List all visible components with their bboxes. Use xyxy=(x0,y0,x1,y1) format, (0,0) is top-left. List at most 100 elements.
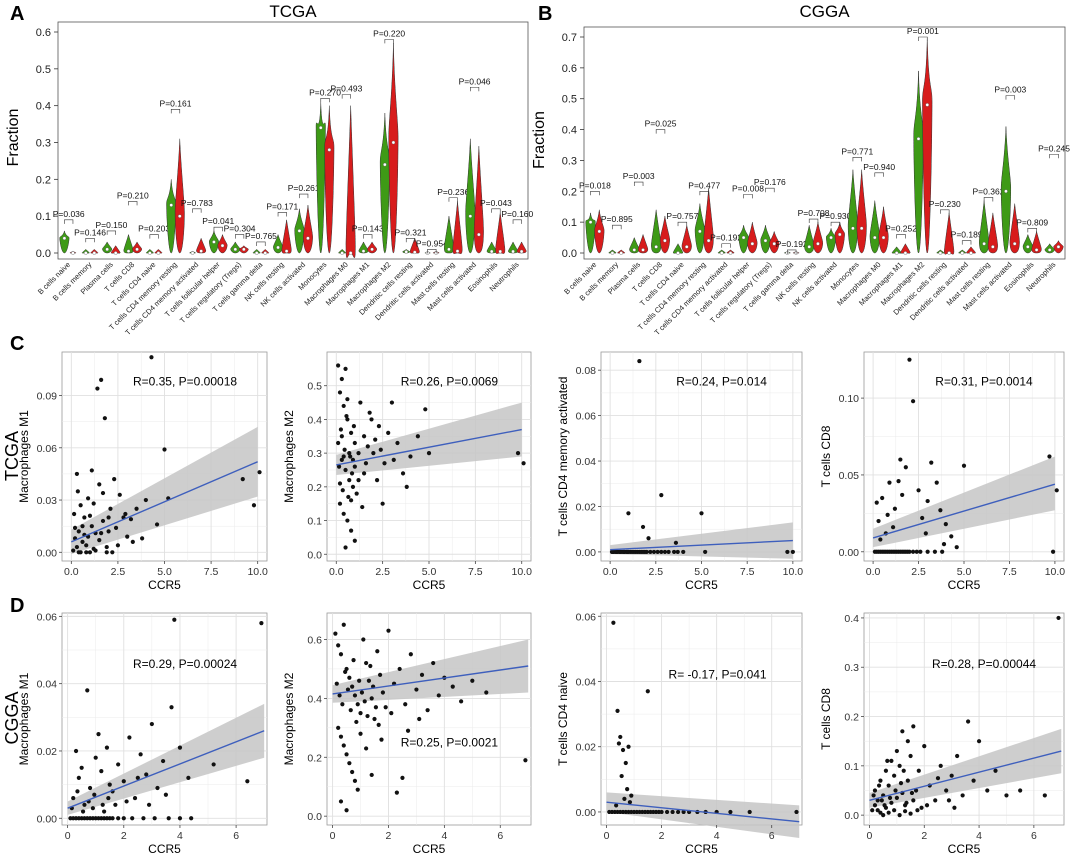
data-point xyxy=(900,492,905,498)
y-tick-label: 0.4 xyxy=(307,414,322,426)
data-point xyxy=(375,649,380,654)
data-point xyxy=(523,758,528,763)
data-point xyxy=(361,471,367,476)
pvalue-bracket xyxy=(961,240,972,245)
data-point xyxy=(664,809,670,815)
data-point xyxy=(400,775,405,780)
data-point xyxy=(655,549,660,555)
data-point xyxy=(336,643,341,648)
violin-high xyxy=(922,36,933,254)
pvalue-bracket xyxy=(470,86,480,92)
data-point xyxy=(360,504,365,510)
data-point xyxy=(878,778,883,783)
data-point xyxy=(365,713,370,719)
violin-median-dot xyxy=(212,240,216,244)
violin-median-dot xyxy=(903,251,908,255)
violin-low xyxy=(825,228,837,254)
pvalue-label: P=0.230 xyxy=(929,199,961,209)
violin-median-dot xyxy=(829,235,833,240)
data-point xyxy=(99,377,104,382)
pvalue-bracket xyxy=(363,234,373,239)
x-axis-label: CCR5 xyxy=(148,842,181,853)
data-point xyxy=(414,687,419,692)
data-point xyxy=(955,753,960,759)
violin-median-dot xyxy=(1026,245,1030,249)
violin-median-dot xyxy=(276,245,280,250)
data-point xyxy=(89,468,94,473)
data-point xyxy=(949,773,954,778)
data-point xyxy=(644,549,649,555)
data-point xyxy=(924,803,930,808)
pvalue-label: P=0.220 xyxy=(373,28,405,38)
y-tick-label: 0.6 xyxy=(562,63,577,75)
x-tick-label: 2 xyxy=(921,830,927,842)
data-point xyxy=(93,755,98,760)
pvalue-bracket xyxy=(896,234,906,239)
data-point xyxy=(645,689,650,694)
data-point xyxy=(95,386,100,391)
data-point xyxy=(400,471,406,476)
y-tick-label: 0.2 xyxy=(562,186,577,198)
data-point xyxy=(363,461,369,466)
violin-high xyxy=(196,237,207,254)
x-tick-label: 6 xyxy=(769,830,775,842)
data-point xyxy=(794,809,799,815)
x-tick-label: 2.5 xyxy=(911,566,926,578)
violin-median-dot xyxy=(199,249,203,253)
data-point xyxy=(934,480,939,485)
data-point xyxy=(362,699,367,704)
violin-median-dot xyxy=(816,241,820,246)
pvalue-bracket xyxy=(170,109,181,114)
regression-line xyxy=(610,539,793,551)
violin-median-dot xyxy=(991,245,995,249)
data-point xyxy=(135,775,140,780)
violin-median-dot xyxy=(92,251,97,255)
scatter-panel-d2: 0 2 4 6 0.0 0.2 0.4 0.6 CCR5 Macrophages M2 R=0.25… xyxy=(282,612,532,853)
pvalue-bracket xyxy=(512,219,522,224)
data-point xyxy=(72,511,77,517)
y-tick-label: 0.3 xyxy=(307,448,322,460)
violin-median-dot xyxy=(610,251,615,255)
violin-low xyxy=(123,234,134,254)
data-point xyxy=(373,705,379,710)
y-tick-label: 0.05 xyxy=(839,470,860,482)
data-point xyxy=(922,744,927,749)
data-point xyxy=(102,416,107,421)
pvalue-label: P=0.809 xyxy=(1016,217,1048,227)
data-point xyxy=(876,783,882,788)
pvalue-bracket xyxy=(918,36,928,41)
data-point xyxy=(436,693,441,698)
violin-high xyxy=(217,234,228,254)
pvalue-label: P=0.150 xyxy=(95,220,127,230)
data-point xyxy=(341,454,346,459)
violin-high xyxy=(367,241,377,254)
data-point xyxy=(880,495,885,501)
data-point xyxy=(87,513,93,518)
y-axis-label: Macrophages M2 xyxy=(282,672,296,765)
data-point xyxy=(790,549,795,555)
y-axis-label: Macrophages M2 xyxy=(282,410,296,503)
data-point xyxy=(344,413,349,419)
violin-median-dot xyxy=(741,235,746,240)
pvalue-label: P=0.493 xyxy=(330,84,362,94)
pvalue-label: P=0.940 xyxy=(863,162,895,172)
pvalue-label: P=0.003 xyxy=(623,171,655,181)
data-point xyxy=(366,678,372,683)
pvalue-label: P=0.192 xyxy=(776,239,808,249)
pvalue-bracket xyxy=(277,212,287,217)
data-point xyxy=(116,762,121,767)
violin-median-dot xyxy=(62,236,67,241)
x-tick-label: 0.0 xyxy=(866,566,881,578)
data-point xyxy=(369,696,374,701)
data-point xyxy=(621,549,626,555)
data-point xyxy=(904,800,909,805)
data-point xyxy=(100,802,105,807)
violin-median-dot xyxy=(894,251,899,255)
violin-low xyxy=(465,138,476,254)
violin-median-dot xyxy=(916,137,921,141)
violin-median-dot xyxy=(126,249,131,253)
violin-median-dot xyxy=(383,162,387,167)
data-point xyxy=(345,397,350,402)
plot-background xyxy=(600,612,803,826)
pvalue-label: P=0.708 xyxy=(798,208,830,218)
